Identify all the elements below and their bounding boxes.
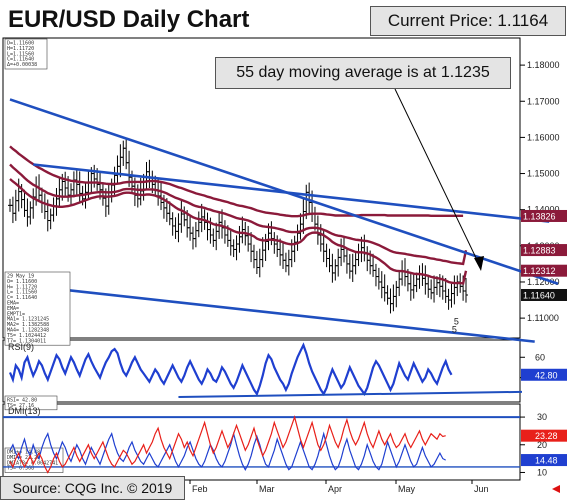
x-tick-label: Apr (328, 484, 342, 494)
x-tick-label: May (398, 484, 416, 494)
price-tag-label: 1.13826 (523, 211, 556, 221)
wave-label: 5 (454, 317, 459, 327)
info-box-top-line: H=1.11720 (7, 46, 34, 52)
rsi-y-tick-label: 60 (535, 352, 545, 362)
rsi-value-tag (521, 368, 567, 381)
info-box-top-line: Δ=+0.00038 (7, 62, 37, 68)
dmi-panel-label: DMI(13) (8, 406, 41, 416)
info-box-ohlc-line: T5= 1.1024412 (7, 333, 46, 339)
wave-label: 5 (452, 325, 457, 335)
info-box-top (4, 38, 48, 70)
dmi-line-0 (9, 431, 446, 471)
info-box-dmi-line: DMI+= 14.48 (7, 450, 40, 456)
info-box-ohlc-line: 29 May 19 (7, 274, 34, 280)
chart-title: EUR/USD Daily Chart (8, 6, 250, 33)
price-tag-label: 1.12883 (523, 246, 556, 256)
info-box-ohlc-line: MA2= 1.1382588 (7, 322, 49, 328)
y-tick-label: 1.16000 (527, 132, 560, 142)
moving-average-line-ma4 (9, 163, 468, 266)
dmi-y-tick-label: 30 (537, 412, 547, 422)
info-box-rsi (4, 395, 58, 411)
price-tag-label: 1.11640 (523, 290, 555, 300)
y-tick-label: 1.11000 (527, 313, 559, 323)
info-box-ohlc-line: H= 1.11720 (7, 284, 37, 290)
dmi-line-1 (9, 415, 446, 474)
y-tick-label: 1.17000 (527, 96, 560, 106)
dmi-value-label: 23.28 (535, 431, 558, 441)
dmi-value-tag (521, 454, 567, 467)
price-tag-ma (521, 264, 567, 277)
y-tick-label: 1.12000 (527, 277, 560, 287)
y-tick-label: 1.15000 (527, 169, 560, 179)
info-box-ohlc-line: EMA= (7, 306, 19, 312)
rsi-panel-label: RSI(9) (8, 342, 34, 352)
info-box-ohlc-line: T7= 1.1304011 (7, 338, 46, 344)
price-tag-price (521, 288, 567, 301)
main-panel-frame (2, 37, 521, 339)
price-bars-group (8, 138, 468, 314)
source-credit: Source: CQG Inc. © 2019 (0, 476, 185, 500)
price-tag-ma (521, 244, 567, 257)
dmi-panel-frame (2, 403, 521, 481)
trendline-lower (9, 282, 535, 343)
callout-arrow-head (474, 256, 484, 271)
info-box-ohlc (4, 271, 71, 346)
info-box-top-line: L=1.11560 (7, 51, 34, 57)
y-tick-label: 1.18000 (527, 60, 560, 70)
info-box-top-line: D=1.11600 (7, 41, 34, 47)
moving-average-line-ma2 (9, 145, 464, 218)
info-box-dmi-line: T5= 6.368 (7, 466, 34, 472)
callout-arrow-line (394, 88, 479, 263)
x-tick-label: Mar (259, 484, 275, 494)
dmi-y-tick-label: 20 (537, 440, 547, 450)
moving-average-callout: 55 day moving average is at 1.1235 (215, 57, 511, 89)
current-price-box: Current Price: 1.1164 (370, 6, 566, 36)
dmi-y-tick-label: 10 (537, 467, 547, 477)
info-box-ohlc-line: O= 1.11600 (7, 279, 37, 285)
info-box-top-line: C=1.11640 (7, 57, 34, 63)
y-tick-label: 1.14000 (527, 205, 560, 215)
info-box-ohlc-line: EMPT1= (7, 311, 25, 317)
x-tick-label: Jun (474, 484, 489, 494)
trendline-channel_top (33, 163, 550, 223)
rsi-line (8, 342, 453, 397)
info-box-ohlc-line: MA4= 1.1282348 (7, 328, 49, 334)
x-tick-label: Feb (192, 484, 208, 494)
info-box-dmi-line: DMI-= 23.28 (7, 455, 40, 461)
rsi-value-label: 42.80 (535, 370, 558, 380)
dmi-value-label: 14.48 (535, 456, 558, 466)
info-box-ohlc-line: C= 1.11640 (7, 295, 37, 301)
price-tag-ma (521, 209, 567, 222)
moving-average-line-ma1 (9, 178, 468, 285)
rsi-panel-frame (2, 339, 521, 403)
dmi-value-tag (521, 429, 567, 442)
scroll-arrow-icon (552, 485, 560, 493)
info-box-ohlc-line: EMA= (7, 301, 19, 307)
info-box-rsi-line: RSI= 42.80 (7, 398, 37, 404)
rsi-trendline (178, 390, 523, 398)
info-box-ohlc-line: MA1= 1.1231245 (7, 317, 49, 323)
info-box-ohlc-line: L= 1.11560 (7, 290, 37, 296)
info-box-rsi-line: TS= 27.16 (7, 403, 34, 409)
price-tag-label: 1.12312 (523, 266, 556, 276)
